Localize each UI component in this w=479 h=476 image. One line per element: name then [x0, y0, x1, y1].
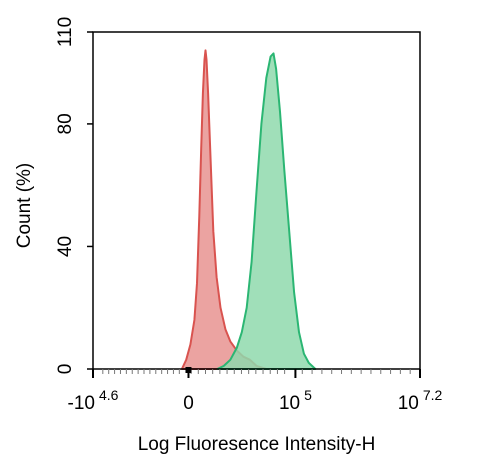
- x-tick-base: 0: [183, 393, 194, 414]
- y-tick-label: 0: [55, 364, 76, 375]
- x-tick-exponent: 4.6: [99, 387, 119, 403]
- x-tick-label: 10 7.2: [398, 387, 443, 414]
- x-tick-label: 0: [183, 393, 194, 414]
- y-tick-label: 40: [55, 236, 76, 257]
- x-tick-exponent: 5: [304, 387, 312, 403]
- x-zero-marker: [185, 367, 192, 373]
- y-tick-label: 110: [55, 17, 76, 47]
- plot-frame: [92, 31, 421, 370]
- series-layer: [180, 49, 317, 370]
- x-tick-base: 10: [398, 393, 419, 414]
- y-axis-title: Count (%): [14, 163, 35, 249]
- y-tick-label: 80: [55, 113, 76, 134]
- x-tick-base: 10: [279, 393, 300, 414]
- x-tick-base: -10: [68, 393, 95, 414]
- x-axis-title: Log Fluoresence Intensity-H: [138, 434, 376, 455]
- x-tick-exponent: 7.2: [423, 387, 443, 403]
- histogram-series-2: [216, 52, 317, 370]
- x-tick-label: -10 4.6: [68, 387, 119, 414]
- labels-layer: Log Fluoresence Intensity-H Count (%): [14, 163, 375, 455]
- x-tick-label: 10 5: [279, 387, 312, 414]
